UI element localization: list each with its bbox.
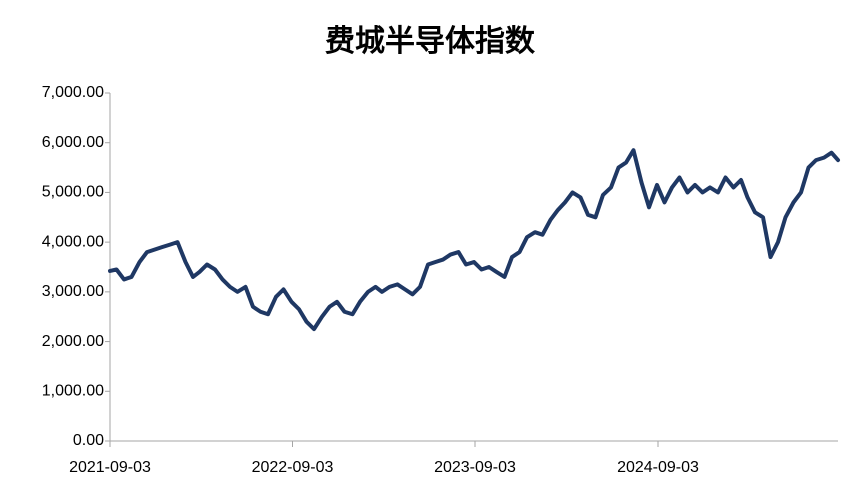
y-tick-label: 3,000.00 [42, 283, 104, 300]
x-tick-label: 2023-09-03 [434, 459, 516, 476]
y-tick-label: 4,000.00 [42, 233, 104, 250]
x-tick-label: 2021-09-03 [69, 459, 151, 476]
x-tick-label: 2022-09-03 [252, 459, 334, 476]
y-tick-label: 5,000.00 [42, 184, 104, 201]
x-tick-label: 2024-09-03 [617, 459, 699, 476]
y-tick-label: 2,000.00 [42, 333, 104, 350]
y-tick-label: 1,000.00 [42, 383, 104, 400]
chart-title: 费城半导体指数 [325, 25, 536, 58]
y-tick-label: 6,000.00 [42, 134, 104, 151]
y-tick-label: 0.00 [73, 432, 104, 449]
y-tick-label: 7,000.00 [42, 84, 104, 101]
line-series [108, 148, 840, 332]
